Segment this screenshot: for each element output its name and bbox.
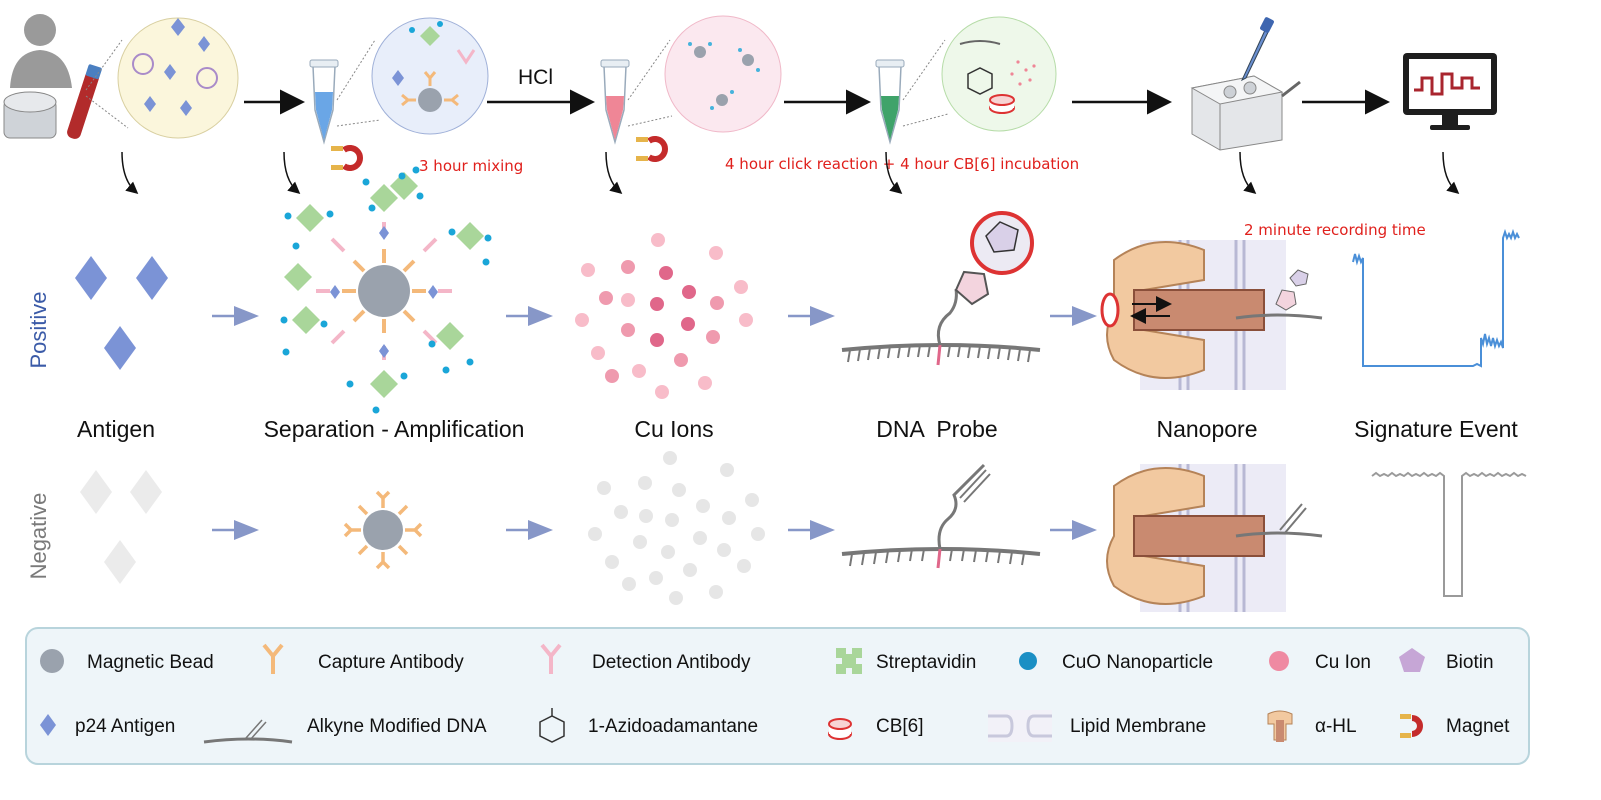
legend-label-alpha-hl: α-HL bbox=[1315, 716, 1357, 737]
hcl-label: HCl bbox=[518, 66, 553, 89]
negative-antigens bbox=[80, 470, 162, 584]
cuo-nanoparticle-icon bbox=[1019, 652, 1037, 670]
magnetic-bead-icon bbox=[40, 649, 64, 673]
p24-antigen-icon bbox=[40, 714, 56, 736]
negative-nanopore bbox=[1106, 464, 1323, 612]
stage-label-separation: Separation - Amplification bbox=[264, 416, 525, 442]
sample-zoom-circle bbox=[85, 17, 239, 139]
biotin-icon bbox=[1399, 648, 1425, 672]
legend-label-detection-antibody: Detection Antibody bbox=[592, 652, 751, 673]
centrifuge-icon bbox=[3, 91, 57, 139]
alkyne-dna-icon bbox=[203, 719, 293, 744]
positive-antigens bbox=[75, 256, 168, 370]
negative-row-label: Negative bbox=[26, 493, 51, 580]
legend-label-azidoadamantane: 1-Azidoadamantane bbox=[588, 716, 758, 737]
sample-source bbox=[3, 14, 102, 139]
stage-label-cu-ions: Cu Ions bbox=[634, 416, 713, 442]
magnet-icon bbox=[331, 145, 363, 171]
legend-label-magnetic-bead: Magnetic Bead bbox=[87, 652, 214, 673]
streptavidin-icon bbox=[836, 648, 862, 674]
cb6-cage-icon bbox=[970, 211, 1034, 275]
legend-label-lipid-membrane: Lipid Membrane bbox=[1070, 716, 1206, 737]
alpha-hl-icon bbox=[1267, 710, 1293, 742]
monitor-icon bbox=[1403, 53, 1497, 130]
positive-cu-ions bbox=[575, 233, 753, 399]
negative-cu-ions bbox=[588, 451, 765, 605]
tube-red-icon bbox=[600, 59, 630, 145]
tube-blue-icon bbox=[309, 59, 339, 145]
legend-label-cuo-nanoparticle: CuO Nanoparticle bbox=[1062, 652, 1213, 673]
capture-zoom-circle bbox=[336, 17, 489, 135]
stage-label-signature-event: Signature Event bbox=[1354, 416, 1518, 442]
magnet-icon-2 bbox=[636, 136, 668, 162]
legend-label-magnet: Magnet bbox=[1446, 716, 1510, 737]
tube-green-icon bbox=[875, 59, 905, 145]
positive-complex bbox=[280, 166, 492, 414]
legend-label-cu-ion: Cu Ion bbox=[1315, 652, 1371, 673]
positive-row-label: Positive bbox=[26, 291, 51, 368]
stage-label-antigen: Antigen bbox=[77, 416, 155, 442]
magnet-legend-icon bbox=[1400, 714, 1423, 738]
negative-signature-trace bbox=[1371, 471, 1527, 597]
positive-nanopore bbox=[1100, 240, 1323, 390]
negative-bead bbox=[343, 490, 423, 570]
legend-label-biotin: Biotin bbox=[1446, 652, 1494, 673]
legend-label-p24-antigen: p24 Antigen bbox=[75, 716, 175, 737]
positive-dna-probe bbox=[841, 211, 1041, 366]
lipid-membrane-icon bbox=[988, 710, 1052, 742]
recording-time-annotation: 2 minute recording time bbox=[1244, 221, 1426, 239]
person-icon bbox=[10, 14, 72, 88]
blood-tube-icon bbox=[67, 64, 102, 139]
negative-dna-probe bbox=[841, 463, 1041, 569]
azidoadamantane-icon bbox=[539, 708, 565, 743]
cu-release-zoom-circle bbox=[627, 15, 782, 133]
legend-panel: Magnetic Bead Capture Antibody Detection… bbox=[25, 627, 1530, 765]
click-zoom-circle bbox=[902, 16, 1057, 132]
positive-signature-trace bbox=[1352, 228, 1520, 368]
legend-label-streptavidin: Streptavidin bbox=[876, 652, 976, 673]
mixing-time-annotation: 3 hour mixing bbox=[419, 157, 523, 175]
legend-label-cb6: CB[6] bbox=[876, 716, 924, 737]
click-reaction-time-annotation: 4 hour click reaction + 4 hour CB[6] inc… bbox=[725, 155, 1079, 173]
stage-label-dna-probe: DNA Probe bbox=[876, 416, 997, 442]
stage-label-nanopore: Nanopore bbox=[1156, 416, 1257, 442]
nanopore-device-icon bbox=[1190, 17, 1301, 151]
cb6-small-icon bbox=[989, 94, 1015, 114]
detection-antibody-icon bbox=[540, 643, 562, 674]
curved-down-arrows bbox=[121, 151, 1460, 194]
legend-label-capture-antibody: Capture Antibody bbox=[318, 652, 464, 673]
legend-label-alkyne-dna: Alkyne Modified DNA bbox=[307, 716, 487, 737]
cu-ion-icon bbox=[1269, 651, 1289, 671]
cb6-icon bbox=[828, 718, 852, 740]
